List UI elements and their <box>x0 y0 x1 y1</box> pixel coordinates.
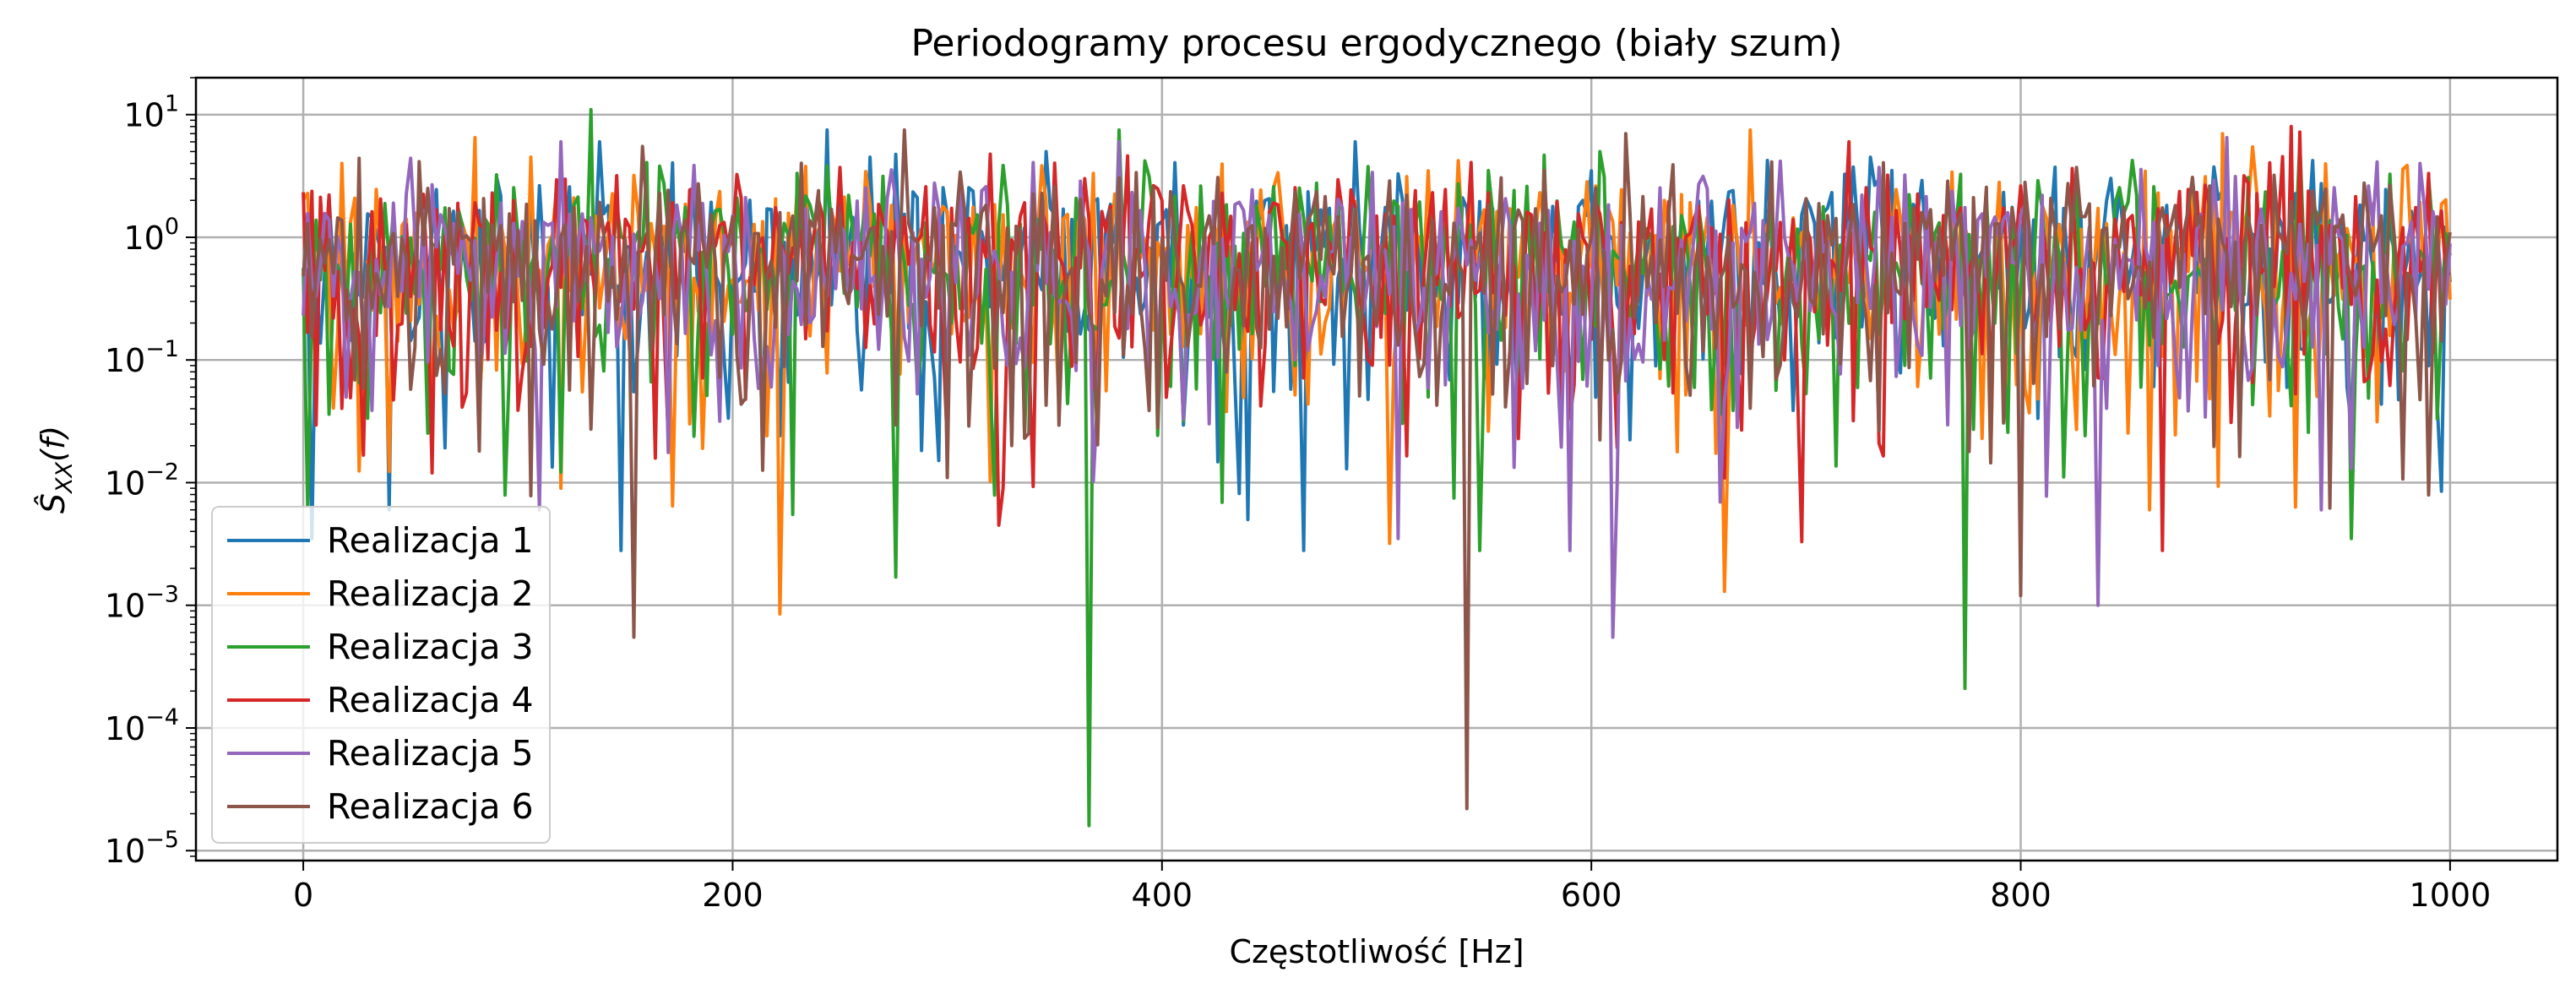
y-axis-label-main: Ŝ <box>35 493 72 513</box>
y-axis-label: ŜXX(f) <box>35 426 78 513</box>
y-tick-label-exponent: 1 <box>165 91 179 117</box>
y-tick-label-base: 10 <box>105 342 145 379</box>
legend: Realizacja 1 Realizacja 2 Realizacja 3 Real… <box>211 506 551 844</box>
legend-entry: Realizacja 3 <box>327 627 534 667</box>
series-line <box>302 128 2452 811</box>
legend-box <box>211 506 551 844</box>
y-tick-label: 10−5 <box>105 827 179 870</box>
y-tick-label-exponent: −1 <box>145 336 179 362</box>
x-tick-label: 0 <box>293 877 313 914</box>
y-axis-label-argument: (f) <box>35 426 72 462</box>
y-tick-label: 10−3 <box>105 582 179 625</box>
y-tick-label: 10−1 <box>105 336 179 379</box>
series-lines <box>302 107 2452 828</box>
legend-entry: Realizacja 2 <box>327 573 534 614</box>
y-tick-label-base: 10 <box>105 464 145 502</box>
x-axis-label: Częstotliwość [Hz] <box>1229 933 1524 970</box>
x-tick-label: 600 <box>1561 877 1622 914</box>
chart-title: Periodogramy procesu ergodycznego (biały… <box>910 22 1842 65</box>
y-tick-label: 100 <box>123 214 179 257</box>
y-tick-label-base: 10 <box>123 97 164 134</box>
x-tick-label: 800 <box>1990 877 2052 914</box>
y-tick-label-exponent: −4 <box>145 704 179 731</box>
legend-entry: Realizacja 6 <box>327 786 534 827</box>
y-tick-label-base: 10 <box>105 833 145 870</box>
legend-entry: Realizacja 4 <box>327 680 534 720</box>
plot-frame <box>194 76 2559 862</box>
y-tick-label-exponent: −5 <box>145 827 179 853</box>
y-tick-label-base: 10 <box>105 710 145 747</box>
y-tick-label-exponent: −3 <box>145 582 179 608</box>
legend-entry: Realizacja 1 <box>327 520 534 561</box>
y-tick-label-base: 10 <box>123 220 164 257</box>
y-tick-label: 10−4 <box>105 704 179 747</box>
y-tick-label: 10−2 <box>105 459 179 502</box>
y-tick-label: 101 <box>123 91 179 134</box>
x-tick-label: 400 <box>1132 877 1193 914</box>
x-tick-label: 200 <box>702 877 764 914</box>
y-tick-label-exponent: −2 <box>145 459 179 485</box>
axis-ticks: 0 200 400 600 800 100010110010−110−210−310−41… <box>105 77 2492 914</box>
y-axis-label-subscript: XX <box>52 461 78 494</box>
y-tick-label-exponent: 0 <box>165 214 179 240</box>
x-tick-label: 1000 <box>2410 877 2492 914</box>
legend-entry: Realizacja 5 <box>327 733 534 774</box>
y-tick-label-base: 10 <box>105 588 145 625</box>
